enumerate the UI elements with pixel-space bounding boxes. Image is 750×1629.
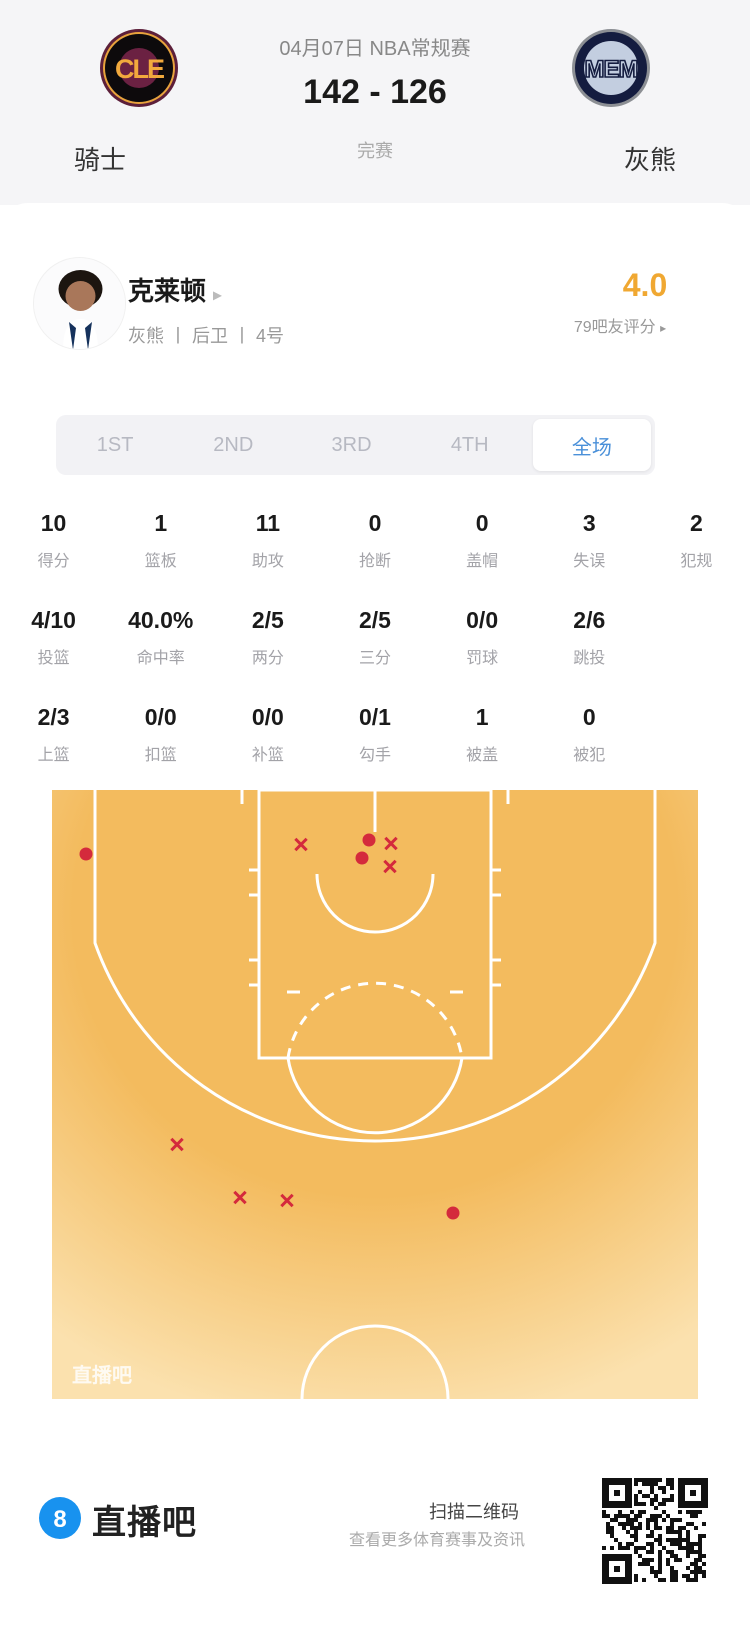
svg-text:直播吧: 直播吧 xyxy=(72,1363,132,1387)
svg-text:8: 8 xyxy=(53,1506,66,1533)
